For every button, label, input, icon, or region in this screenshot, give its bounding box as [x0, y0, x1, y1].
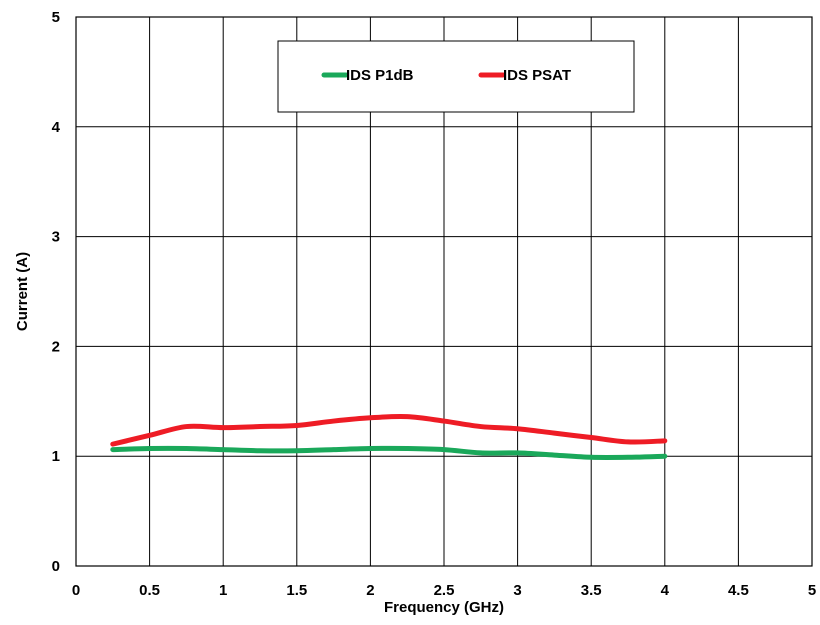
y-tick-label: 1	[52, 448, 60, 465]
x-tick-label: 4	[661, 582, 670, 599]
y-tick-label: 0	[52, 558, 60, 575]
x-tick-label: 3	[513, 582, 521, 599]
y-tick-label: 5	[52, 9, 60, 26]
y-tick-labels: 0 1 2 3 4 5	[52, 9, 61, 575]
x-axis-title: Frequency (GHz)	[384, 599, 504, 616]
series-layer	[110, 414, 668, 461]
x-tick-label: 3.5	[581, 582, 602, 599]
x-tick-label: 1.5	[286, 582, 307, 599]
x-tick-label: 5	[808, 582, 816, 599]
series-line-ids-psat	[110, 414, 668, 447]
x-tick-label: 1	[219, 582, 227, 599]
legend: IDS P1dB IDS PSAT	[277, 40, 635, 113]
x-tick-label: 2	[366, 582, 374, 599]
legend-label-ids-p1db: IDS P1dB	[346, 67, 414, 84]
x-tick-label: 0.5	[139, 582, 160, 599]
x-tick-label: 4.5	[728, 582, 749, 599]
x-tick-labels: 0 0.5 1 1.5 2 2.5 3 3.5 4 4.5 5	[72, 582, 816, 599]
x-tick-label: 2.5	[434, 582, 455, 599]
plot-area	[75, 16, 813, 567]
y-tick-label: 3	[52, 229, 60, 246]
y-tick-label: 2	[52, 338, 60, 355]
y-tick-label: 4	[52, 119, 61, 136]
legend-label-ids-psat: IDS PSAT	[503, 67, 571, 84]
x-tick-label: 0	[72, 582, 80, 599]
series-line-ids-p1db	[110, 445, 668, 461]
y-axis-title: Current (A)	[14, 252, 31, 331]
